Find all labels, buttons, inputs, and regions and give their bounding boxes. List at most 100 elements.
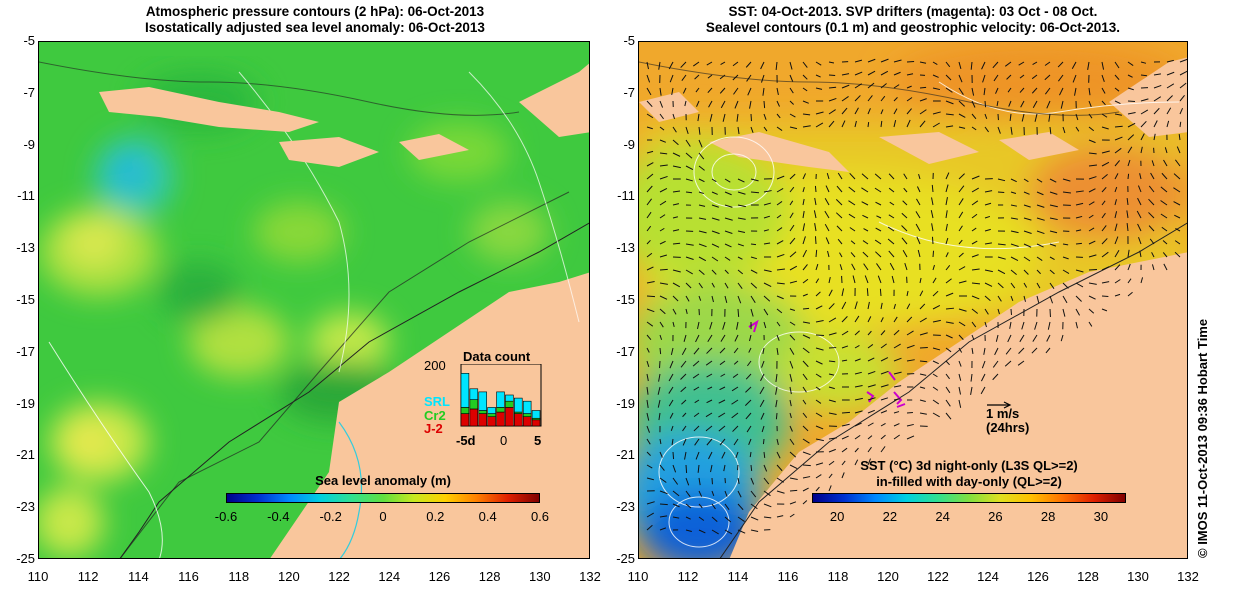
velocity-vector bbox=[672, 139, 679, 146]
velocity-vector bbox=[893, 303, 896, 310]
velocity-vector bbox=[659, 175, 668, 180]
velocity-vector bbox=[1007, 334, 1012, 343]
velocity-vector bbox=[958, 198, 964, 206]
velocity-vector bbox=[789, 489, 798, 492]
velocity-vector bbox=[722, 321, 726, 330]
velocity-vector bbox=[737, 217, 746, 220]
velocity-vector bbox=[789, 200, 794, 206]
velocity-vector bbox=[802, 464, 811, 467]
velocity-vector bbox=[1174, 214, 1181, 219]
velocity-vector bbox=[906, 290, 909, 297]
velocity-vector bbox=[888, 187, 895, 193]
velocity-vector bbox=[672, 464, 677, 473]
velocity-vector bbox=[854, 120, 857, 128]
velocity-vector bbox=[1101, 200, 1106, 206]
velocity-vector bbox=[750, 243, 757, 246]
velocity-vector bbox=[1114, 87, 1120, 92]
velocity-vector bbox=[775, 399, 778, 408]
velocity-vector bbox=[1010, 295, 1014, 302]
velocity-vector bbox=[685, 243, 694, 246]
velocity-vector bbox=[841, 73, 850, 76]
velocity-vector bbox=[854, 301, 858, 310]
velocity-vector bbox=[932, 386, 939, 391]
velocity-vector bbox=[852, 275, 856, 284]
velocity-vector bbox=[932, 373, 938, 378]
velocity-vector bbox=[815, 74, 821, 78]
velocity-vector bbox=[919, 86, 927, 89]
velocity-vector bbox=[1149, 238, 1155, 245]
velocity-vector bbox=[828, 437, 837, 440]
velocity-vector bbox=[1137, 185, 1142, 193]
velocity-vector bbox=[815, 263, 819, 271]
velocity-vector bbox=[1127, 61, 1134, 66]
velocity-vector bbox=[750, 503, 758, 510]
velocity-vector bbox=[734, 334, 739, 342]
velocity-vector bbox=[958, 185, 965, 193]
velocity-vector bbox=[958, 399, 962, 408]
velocity-vector bbox=[789, 412, 792, 419]
velocity-vector bbox=[659, 164, 668, 167]
velocity-vector bbox=[789, 100, 794, 105]
velocity-vector bbox=[932, 111, 941, 115]
velocity-vector bbox=[1114, 279, 1121, 284]
x-tick-label: 110 bbox=[27, 569, 49, 584]
velocity-scale-units: (24hrs) bbox=[986, 420, 1030, 435]
velocity-vector bbox=[1153, 84, 1162, 89]
velocity-vector bbox=[724, 230, 733, 234]
velocity-vector bbox=[1153, 120, 1158, 128]
velocity-vector bbox=[1174, 159, 1181, 167]
velocity-vector bbox=[888, 214, 895, 219]
velocity-vector bbox=[659, 503, 668, 506]
velocity-vector bbox=[984, 215, 991, 219]
velocity-vector bbox=[1036, 178, 1043, 183]
velocity-vector bbox=[828, 109, 836, 115]
velocity-vector bbox=[874, 173, 882, 180]
velocity-vector bbox=[776, 113, 781, 119]
sla-colorbar-label: Sea level anomaly (m) bbox=[315, 473, 451, 488]
velocity-vector bbox=[958, 225, 963, 232]
velocity-vector bbox=[672, 451, 675, 460]
velocity-vector bbox=[906, 119, 911, 128]
velocity-vector bbox=[893, 434, 900, 440]
velocity-vector bbox=[880, 343, 887, 349]
velocity-vector bbox=[672, 308, 677, 315]
velocity-vector bbox=[672, 126, 677, 133]
velocity-vector bbox=[694, 438, 700, 446]
velocity-vector bbox=[718, 399, 726, 404]
velocity-vector bbox=[1101, 100, 1106, 106]
velocity-vector bbox=[1088, 201, 1095, 206]
colorbar-tick-label: 20 bbox=[829, 509, 845, 524]
velocity-vector bbox=[1075, 190, 1084, 193]
histogram-bar-j2 bbox=[531, 419, 541, 427]
histogram-bar-srl bbox=[514, 397, 523, 413]
velocity-vector bbox=[1036, 243, 1044, 248]
velocity-vector bbox=[841, 301, 847, 310]
velocity-vector bbox=[1179, 82, 1187, 89]
velocity-vector bbox=[1075, 202, 1084, 206]
velocity-vector bbox=[945, 113, 954, 116]
velocity-vector bbox=[759, 386, 765, 395]
velocity-vector bbox=[776, 187, 784, 193]
velocity-vector bbox=[705, 412, 713, 418]
velocity-vector bbox=[668, 399, 674, 407]
velocity-vector bbox=[918, 173, 921, 180]
velocity-vector bbox=[958, 360, 962, 367]
velocity-vector bbox=[945, 292, 954, 297]
x-tick-label: 122 bbox=[927, 569, 949, 584]
velocity-vector bbox=[1049, 204, 1058, 208]
velocity-vector bbox=[919, 332, 928, 336]
velocity-vector bbox=[693, 347, 700, 355]
velocity-vector bbox=[1138, 236, 1142, 245]
velocity-vector bbox=[750, 126, 754, 133]
velocity-vector bbox=[848, 186, 856, 193]
velocity-vector bbox=[776, 268, 785, 271]
velocity-vector bbox=[734, 100, 739, 109]
velocity-vector bbox=[745, 61, 752, 68]
velocity-vector bbox=[646, 252, 653, 258]
histogram-bar-cr2 bbox=[522, 413, 532, 417]
velocity-vector bbox=[720, 373, 726, 377]
velocity-vector bbox=[1075, 321, 1078, 329]
velocity-vector bbox=[815, 122, 824, 128]
velocity-vector bbox=[893, 423, 900, 427]
velocity-vector bbox=[1114, 173, 1119, 180]
